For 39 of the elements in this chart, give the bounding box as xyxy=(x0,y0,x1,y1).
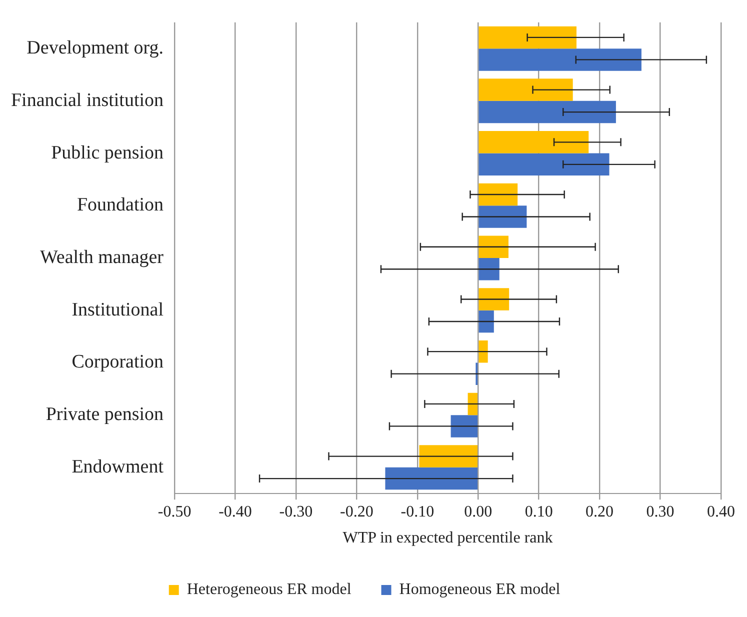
x-tick-label: -0.40 xyxy=(218,503,252,520)
bar xyxy=(478,131,589,154)
y-tick-label: Private pension xyxy=(46,404,164,426)
x-tick-label: -0.50 xyxy=(158,503,192,520)
x-tick-label: 0.30 xyxy=(646,503,674,520)
bar xyxy=(478,183,518,206)
x-tick-label: 0.00 xyxy=(464,503,492,520)
y-tick-label: Public pension xyxy=(51,142,164,164)
x-tick-label: 0.40 xyxy=(707,503,735,520)
x-tick-label: -0.30 xyxy=(279,503,313,520)
bar xyxy=(478,310,494,333)
y-tick-label: Corporation xyxy=(72,352,164,373)
x-tick-label: -0.20 xyxy=(340,503,374,520)
bar xyxy=(478,288,510,310)
bar xyxy=(478,236,508,258)
bar xyxy=(478,153,610,176)
bar xyxy=(385,467,478,490)
y-tick-label: Wealth manager xyxy=(40,246,164,268)
bar xyxy=(478,340,488,363)
y-tick-label: Development org. xyxy=(26,38,164,59)
x-axis-title: WTP in expected percentile rank xyxy=(342,530,553,547)
bar xyxy=(468,392,478,416)
bar xyxy=(478,206,527,228)
bar xyxy=(450,415,478,438)
bar xyxy=(478,26,576,49)
y-tick-label: Financial institution xyxy=(10,90,164,111)
bar xyxy=(478,78,573,101)
bar xyxy=(478,48,642,71)
x-tick-label: 0.20 xyxy=(586,503,614,520)
x-tick-label: 0.10 xyxy=(524,503,553,520)
y-tick-label: Foundation xyxy=(76,194,164,216)
y-tick-label: Endowment xyxy=(72,456,164,478)
bar xyxy=(478,100,616,124)
legend-label: Heterogeneous ER model xyxy=(186,581,352,598)
y-tick-label: Institutional xyxy=(72,299,164,320)
bar xyxy=(419,445,478,468)
legend-label: Homogeneous ER model xyxy=(399,581,561,598)
bar xyxy=(478,258,500,280)
x-tick-label: -0.10 xyxy=(400,503,434,520)
